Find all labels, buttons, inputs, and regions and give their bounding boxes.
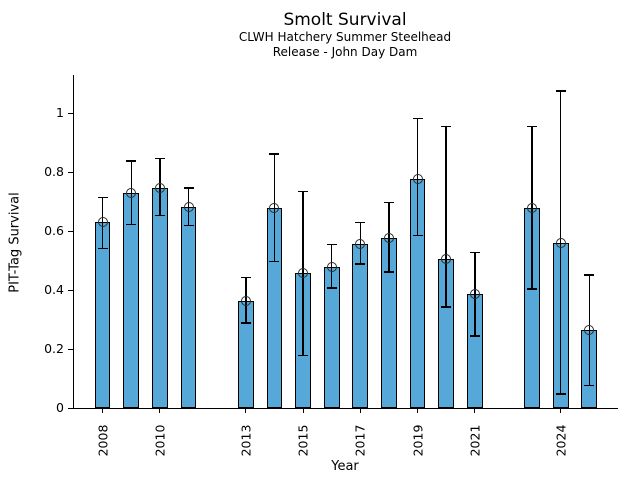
bar-2011 (180, 207, 197, 408)
y-tick (68, 348, 73, 350)
marker-2015 (298, 268, 309, 279)
marker-2014 (269, 202, 280, 213)
errorbar-cap-bottom-2021 (469, 335, 480, 337)
x-tick-label: 2021 (467, 424, 483, 456)
errorbar-cap-bottom-2024 (555, 393, 566, 395)
y-tick-label: 0.4 (44, 282, 64, 298)
x-tick (474, 408, 476, 413)
x-tick (245, 408, 247, 413)
bar-2010 (152, 187, 168, 408)
x-tick-label: 2010 (152, 424, 168, 456)
errorbar-2020 (445, 126, 447, 308)
x-tick-label: 2019 (410, 424, 426, 456)
marker-2020 (441, 253, 452, 264)
x-tick-label: 2008 (95, 424, 111, 456)
y-tick (68, 171, 73, 173)
errorbar-cap-top-2017 (355, 221, 366, 224)
marker-2010 (154, 182, 165, 193)
errorbar-cap-bottom-2009 (126, 223, 137, 226)
errorbar-cap-bottom-2008 (97, 247, 108, 250)
errorbar-cap-top-2015 (298, 190, 309, 193)
x-tick (102, 408, 104, 413)
x-tick (417, 408, 419, 413)
y-axis-label: PIT-Tag Survival (7, 192, 23, 293)
marker-2025 (584, 324, 595, 335)
chart-subtitle-line2: Release - John Day Dam (272, 45, 418, 59)
marker-2018 (383, 232, 394, 243)
y-tick (68, 230, 73, 232)
x-tick (159, 408, 161, 413)
marker-2008 (97, 217, 108, 228)
errorbar-cap-bottom-2023 (527, 288, 538, 290)
y-tick (68, 407, 73, 409)
y-tick (68, 289, 73, 291)
errorbar-cap-top-2008 (97, 196, 108, 199)
errorbar-cap-top-2024 (555, 90, 566, 92)
plot-area: 0 0.2 0.4 0.6 0.8 1 2008 2010 2013 2015 2017 2019 20… (44, 75, 618, 456)
errorbar-cap-top-2016 (326, 243, 337, 246)
errorbar-cap-bottom-2017 (355, 263, 366, 265)
chart-title: Smolt Survival (283, 10, 407, 30)
y-tick-label: 0.2 (44, 341, 64, 357)
x-tick-label: 2013 (238, 424, 254, 456)
marker-2019 (412, 173, 423, 184)
y-tick-label: 0.6 (44, 223, 64, 239)
errorbar-cap-top-2013 (240, 276, 251, 279)
errorbar-cap-top-2018 (383, 201, 394, 204)
errorbar-cap-top-2014 (269, 153, 280, 155)
marker-2023 (527, 202, 538, 213)
marker-2009 (126, 187, 137, 198)
marker-2021 (469, 289, 480, 300)
x-tick (359, 408, 361, 413)
y-tick-label: 0 (56, 400, 64, 415)
x-axis-label: Year (331, 459, 359, 474)
x-tick (560, 408, 562, 413)
errorbar-cap-bottom-2010 (154, 214, 165, 217)
errorbar-cap-top-2023 (527, 125, 538, 128)
errorbar-cap-top-2020 (441, 125, 452, 128)
errorbar-cap-bottom-2025 (584, 384, 595, 387)
chart-subtitle-line1: CLWH Hatchery Summer Steelhead (238, 30, 452, 44)
errorbar-cap-top-2011 (183, 187, 194, 189)
errorbar-cap-bottom-2018 (383, 271, 394, 273)
y-tick-label: 0.8 (44, 164, 64, 180)
marker-2013 (240, 295, 251, 306)
bar-2017 (352, 243, 369, 408)
errorbar-cap-bottom-2019 (412, 234, 423, 237)
x-tick (302, 408, 304, 413)
x-tick-label: 2015 (295, 424, 311, 456)
errorbar-cap-bottom-2014 (269, 260, 280, 263)
marker-2016 (326, 261, 337, 272)
errorbar-cap-top-2021 (469, 251, 480, 254)
marker-2011 (183, 202, 194, 213)
x-tick-label: 2017 (352, 424, 368, 456)
errorbar-cap-top-2019 (412, 117, 423, 120)
errorbar-cap-top-2025 (584, 274, 595, 276)
marker-2017 (355, 238, 366, 249)
marker-2024 (555, 238, 566, 249)
errorbar-cap-bottom-2016 (326, 287, 337, 289)
title-block: Smolt Survival CLWH Hatchery Summer Stee… (73, 10, 617, 60)
bar-2008 (94, 222, 111, 408)
errorbar-cap-bottom-2020 (441, 306, 452, 308)
y-tick (68, 112, 73, 114)
errorbar-cap-bottom-2011 (183, 224, 194, 227)
x-tick-label: 2024 (553, 424, 569, 456)
y-tick-label: 1 (56, 105, 64, 121)
errorbar-cap-bottom-2013 (240, 322, 251, 324)
errorbar-cap-bottom-2015 (298, 354, 309, 357)
errorbar-cap-top-2009 (126, 160, 137, 162)
errorbar-cap-top-2010 (154, 157, 165, 160)
